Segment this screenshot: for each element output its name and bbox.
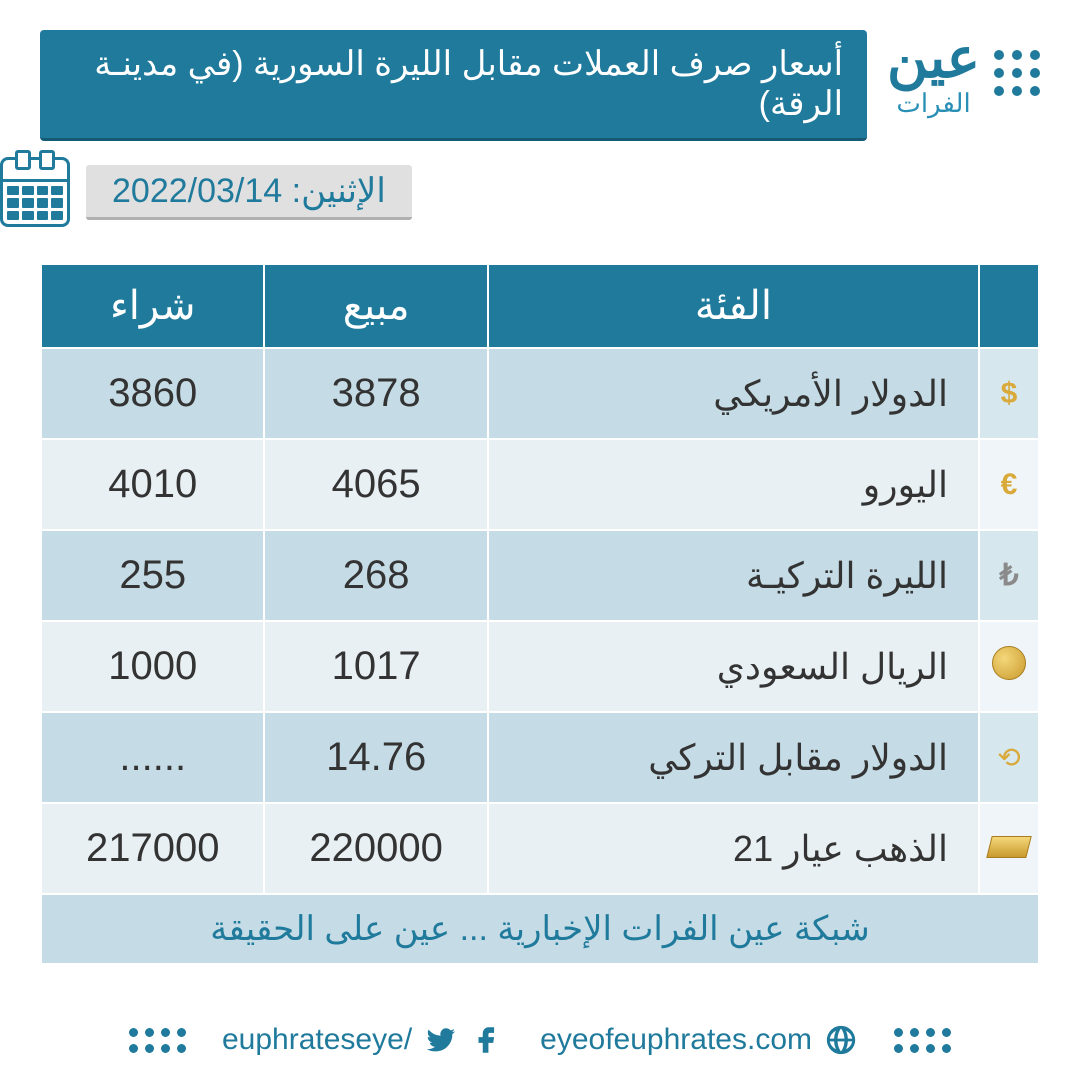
buy-value: ...... (41, 712, 264, 803)
buy-value: 4010 (41, 439, 264, 530)
currency-name: الذهب عيار 21 (488, 803, 979, 894)
currency-name: الدولار مقابل التركي (488, 712, 979, 803)
website-group: eyeofeuphrates.com (540, 1023, 858, 1057)
brand-main: عين (887, 30, 980, 86)
currency-name: الليرة التركيـة (488, 530, 979, 621)
sell-value: 268 (264, 530, 487, 621)
brand-logo: عين الفرات (887, 30, 1040, 116)
col-sell: مبيع (264, 264, 487, 348)
sell-value: 14.76 (264, 712, 487, 803)
decorative-dots-icon (994, 50, 1040, 96)
currency-icon: ⟲ (979, 712, 1039, 803)
table-row: $الدولار الأمريكي38783860 (41, 348, 1039, 439)
currency-icon: € (979, 439, 1039, 530)
currency-name: الريال السعودي (488, 621, 979, 712)
sell-value: 4065 (264, 439, 487, 530)
currency-icon: $ (979, 348, 1039, 439)
currency-icon (979, 621, 1039, 712)
col-buy: شراء (41, 264, 264, 348)
table-row: الذهب عيار 21220000217000 (41, 803, 1039, 894)
footer-bar: eyeofeuphrates.com /euphrateseye (0, 1023, 1080, 1057)
table-row: ₺الليرة التركيـة268255 (41, 530, 1039, 621)
social-group: /euphrateseye (222, 1023, 504, 1057)
facebook-icon (470, 1023, 504, 1057)
calendar-icon (0, 157, 70, 227)
date-label: الإثنين: 2022/03/14 (86, 165, 412, 220)
table-row: €اليورو40654010 (41, 439, 1039, 530)
buy-value: 255 (41, 530, 264, 621)
sell-value: 3878 (264, 348, 487, 439)
brand-sub: الفرات (887, 90, 980, 116)
globe-icon (824, 1023, 858, 1057)
currency-name: الدولار الأمريكي (488, 348, 979, 439)
buy-value: 1000 (41, 621, 264, 712)
date-row: الإثنين: 2022/03/14 (0, 141, 1080, 227)
currency-icon: ₺ (979, 530, 1039, 621)
page-title: أسعار صرف العملات مقابل الليرة السورية (… (40, 30, 867, 141)
exchange-rates-table: الفئة مبيع شراء $الدولار الأمريكي3878386… (40, 263, 1040, 965)
currency-icon (979, 803, 1039, 894)
twitter-icon (424, 1023, 458, 1057)
col-category: الفئة (488, 264, 979, 348)
decorative-dots-icon (129, 1028, 186, 1053)
website-url: eyeofeuphrates.com (540, 1023, 812, 1057)
table-row: الريال السعودي10171000 (41, 621, 1039, 712)
social-handle: /euphrateseye (222, 1023, 412, 1057)
footer-tagline: شبكة عين الفرات الإخبارية ... عين على ال… (41, 894, 1039, 964)
table-row: ⟲الدولار مقابل التركي14.76...... (41, 712, 1039, 803)
decorative-dots-icon (894, 1028, 951, 1053)
currency-name: اليورو (488, 439, 979, 530)
header: عين الفرات أسعار صرف العملات مقابل اللير… (0, 0, 1080, 141)
sell-value: 220000 (264, 803, 487, 894)
buy-value: 3860 (41, 348, 264, 439)
sell-value: 1017 (264, 621, 487, 712)
buy-value: 217000 (41, 803, 264, 894)
